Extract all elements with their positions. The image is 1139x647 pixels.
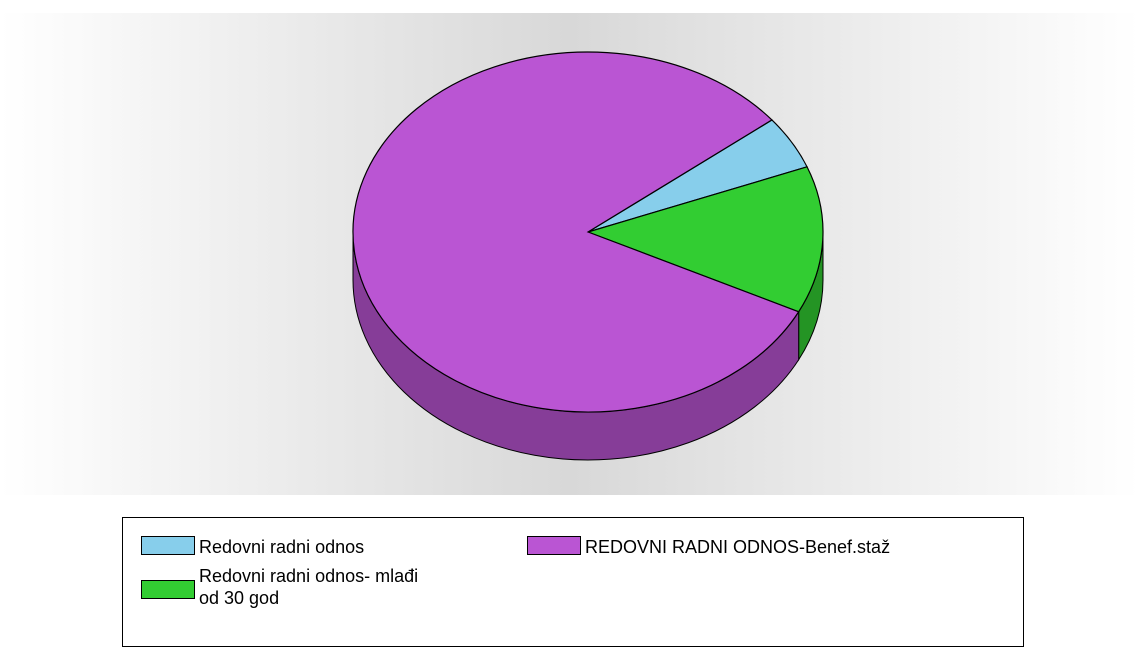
chart-area bbox=[0, 13, 1139, 495]
legend-swatch-green bbox=[141, 580, 195, 599]
legend-swatch-purple bbox=[527, 536, 581, 555]
legend-item-benef-staz: REDOVNI RADNI ODNOS-Benef.staž bbox=[527, 536, 890, 558]
pie-slice-redovni-radni-odnos-benef-sta[interactable] bbox=[352, 51, 800, 413]
legend-item-mladji-od-30: Redovni radni odnos- mlađi od 30 god bbox=[141, 565, 418, 609]
legend: Redovni radni odnos Redovni radni odnos-… bbox=[122, 517, 1024, 647]
legend-label: Redovni radni odnos- mlađi od 30 god bbox=[199, 566, 419, 608]
legend-label: REDOVNI RADNI ODNOS-Benef.staž bbox=[585, 537, 891, 557]
legend-item-redovni-radni-odnos: Redovni radni odnos bbox=[141, 536, 364, 558]
pie-chart bbox=[0, 13, 1139, 495]
pie-tops bbox=[352, 51, 824, 413]
legend-label: Redovni radni odnos bbox=[199, 537, 365, 557]
pie-slice-redovni-radni-odnos-mla-i-od-30-god[interactable] bbox=[586, 166, 824, 313]
legend-swatch-blue bbox=[141, 536, 195, 555]
